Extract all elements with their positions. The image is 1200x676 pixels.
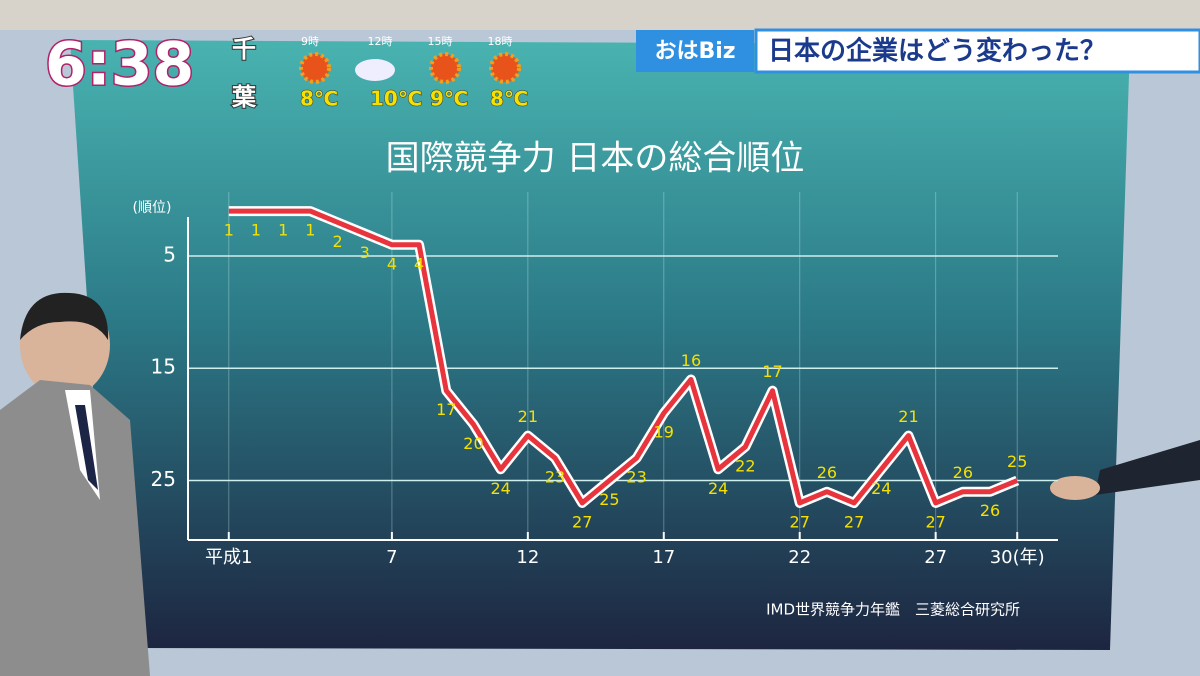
x-tick-label: 22 xyxy=(788,547,811,568)
program: おはBiz xyxy=(654,39,735,64)
data-label: 16 xyxy=(681,351,701,370)
weather-temp: 8℃ xyxy=(490,87,528,111)
data-label: 26 xyxy=(953,463,973,482)
data-label: 21 xyxy=(898,407,918,426)
y-tick-label: 25 xyxy=(151,467,176,491)
data-label: 17 xyxy=(436,400,456,419)
presenter xyxy=(0,292,150,676)
hair xyxy=(20,292,109,340)
x-tick-label: 12 xyxy=(516,547,539,568)
x-tick-label: 7 xyxy=(386,547,397,568)
data-label: 1 xyxy=(278,221,288,240)
data-label: 27 xyxy=(572,512,592,531)
data-label: 22 xyxy=(735,456,755,475)
data-label: 19 xyxy=(654,423,674,442)
line xyxy=(228,208,1019,506)
tie xyxy=(75,405,98,490)
data-label: 4 xyxy=(387,254,397,273)
overlay: 6:38 千 葉 おはBiz 日本の企業はどう変わった？ 9時 8℃ 12時 10℃ 1… xyxy=(44,28,1200,112)
data-label: 4 xyxy=(414,254,424,273)
panel xyxy=(70,40,1130,650)
chart: 国際競争力 日本の総合順位 (順位) IMD世界競争力年鑑 三菱総合研究所 5 1… xyxy=(133,139,1058,619)
suit xyxy=(0,380,150,676)
y-tick-label: 5 xyxy=(163,242,176,266)
data-label: 23 xyxy=(545,468,565,487)
data-label: 3 xyxy=(360,243,370,262)
weather-temp: 8℃ xyxy=(300,87,338,111)
arm xyxy=(1095,440,1200,495)
place: 葉 xyxy=(231,83,257,111)
data-label: 1 xyxy=(305,221,315,240)
place: 千 xyxy=(232,35,256,63)
data-label: 2 xyxy=(332,232,342,251)
sun-icon xyxy=(429,52,461,84)
y-axis-label: (順位) xyxy=(133,200,172,216)
data-label: 17 xyxy=(762,362,782,381)
weather-time: 12時 xyxy=(368,35,393,48)
x-tick-label: 27 xyxy=(924,547,947,568)
program-badge xyxy=(636,30,754,72)
weather-temp: 9℃ xyxy=(430,87,468,111)
data-label: 25 xyxy=(1007,452,1027,471)
data-label: 1 xyxy=(224,221,234,240)
data-label: 20 xyxy=(463,434,483,453)
headline: 日本の企業はどう変わった？ xyxy=(768,36,1106,67)
data-label: 27 xyxy=(790,512,810,531)
data-label: 25 xyxy=(599,490,619,509)
weather-time: 18時 xyxy=(488,35,513,48)
sun-icon xyxy=(299,52,331,84)
x-tick-label: 30(年) xyxy=(990,547,1045,568)
weather-temp: 10℃ xyxy=(370,87,422,111)
data-label: 24 xyxy=(490,479,510,498)
sun-icon xyxy=(489,52,521,84)
weather-time: 15時 xyxy=(428,35,453,48)
y-tick-label: 15 xyxy=(151,355,176,379)
x-tick-label: 17 xyxy=(652,547,675,568)
headline-box xyxy=(754,28,1200,74)
hand xyxy=(1050,476,1100,500)
data-label: 1 xyxy=(251,221,261,240)
data-label: 24 xyxy=(708,479,728,498)
data-label: 24 xyxy=(871,479,891,498)
data-label: 21 xyxy=(518,407,538,426)
data-label: 23 xyxy=(626,468,646,487)
data-label: 27 xyxy=(925,512,945,531)
data-label: 26 xyxy=(980,501,1000,520)
x-tick-label: 平成1 xyxy=(205,547,252,568)
clock: 6:38 xyxy=(45,30,194,100)
data-label: 26 xyxy=(817,463,837,482)
cloud-icon xyxy=(355,59,395,81)
chart-title: 国際競争力 日本の総合順位 xyxy=(386,139,805,179)
data-label: 27 xyxy=(844,512,864,531)
weather-time: 9時 xyxy=(301,35,319,48)
source: IMD世界競争力年鑑 三菱総合研究所 xyxy=(766,601,1020,619)
